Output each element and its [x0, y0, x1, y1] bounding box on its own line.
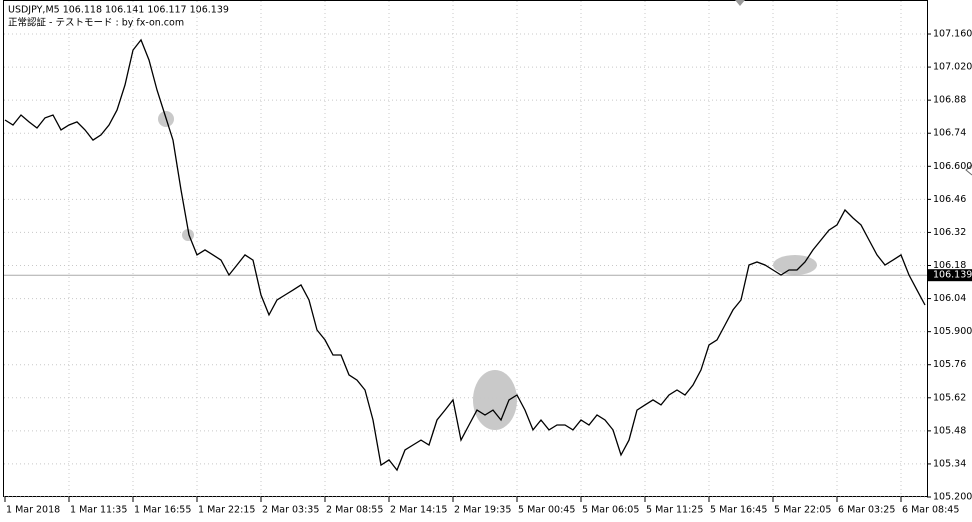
- scale-marker: [965, 164, 972, 176]
- y-tick-label: 105.200: [933, 492, 972, 503]
- chart-title: USDJPY,M5 106.118 106.141 106.117 106.13…: [8, 5, 229, 16]
- y-tick-label: 106.46: [933, 194, 966, 205]
- x-tick-label: 1 Mar 22:15: [198, 505, 255, 516]
- current-price-box: [928, 269, 972, 282]
- x-tick-label: 5 Mar 22:05: [774, 505, 831, 516]
- x-tick-label: 1 Mar 11:35: [70, 505, 127, 516]
- y-tick-label: 105.34: [933, 458, 966, 469]
- chart-subtitle: 正常認証 - テストモード : by fx-on.com: [8, 17, 184, 29]
- x-tick-label: 2 Mar 03:35: [262, 505, 319, 516]
- y-tick-label: 107.160: [933, 29, 972, 40]
- y-tick-label: 106.18: [933, 260, 966, 271]
- x-tick-label: 5 Mar 06:05: [582, 505, 639, 516]
- x-tick-label: 5 Mar 11:25: [646, 505, 703, 516]
- x-tick-label: 6 Mar 03:25: [838, 505, 895, 516]
- price-line: [4, 38, 926, 472]
- x-tick-label: 2 Mar 14:15: [390, 505, 447, 516]
- x-tick-label: 2 Mar 19:35: [454, 505, 511, 516]
- y-tick-label: 105.900: [933, 326, 972, 337]
- y-tick-label: 105.62: [933, 392, 966, 403]
- x-tick-label: 1 Mar 2018: [6, 505, 60, 516]
- y-tick-label: 105.76: [933, 359, 966, 370]
- x-tick-label: 1 Mar 16:55: [134, 505, 191, 516]
- shift-marker: [735, 0, 745, 6]
- x-tick-label: 6 Mar 08:45: [902, 505, 959, 516]
- y-tick-label: 106.74: [933, 128, 966, 139]
- x-tick-label: 5 Mar 16:45: [710, 505, 767, 516]
- y-tick-label: 106.32: [933, 227, 966, 238]
- current-price-label: 106.139: [933, 270, 972, 281]
- plot-frame: [3, 0, 928, 497]
- x-tick-label: 2 Mar 08:55: [326, 505, 383, 516]
- y-tick-label: 107.020: [933, 62, 972, 73]
- y-tick-label: 106.600: [933, 161, 972, 172]
- y-tick-label: 105.48: [933, 425, 966, 436]
- x-tick-label: 5 Mar 00:45: [518, 505, 575, 516]
- y-tick-label: 106.88: [933, 95, 966, 106]
- y-tick-label: 106.04: [933, 293, 966, 304]
